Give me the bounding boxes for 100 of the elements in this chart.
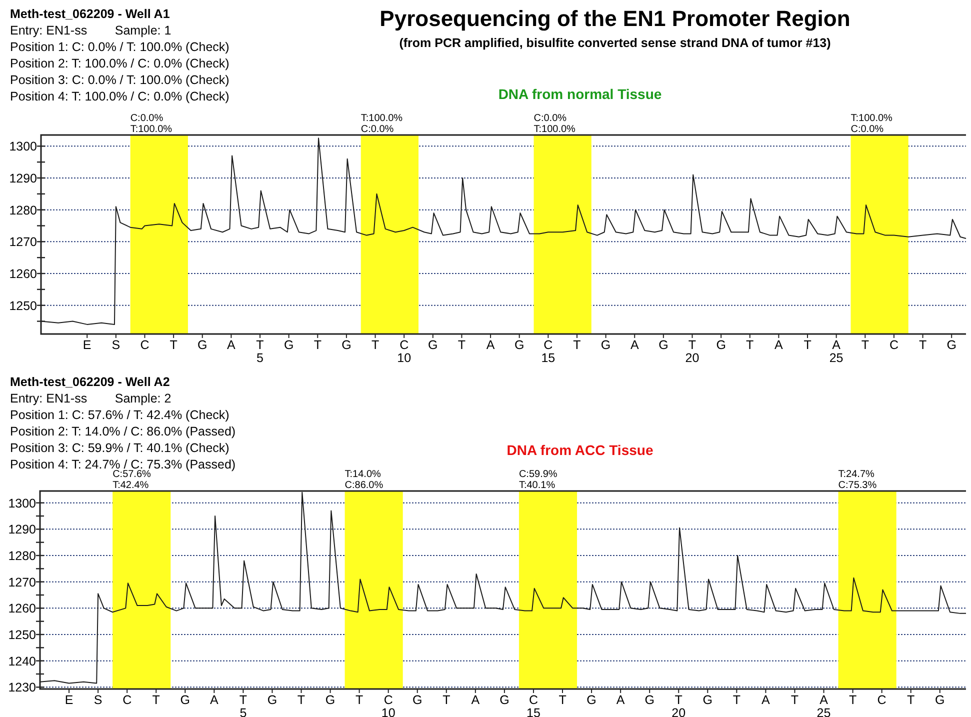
text: G [658,338,668,352]
text: Meth-test_062209 - Well A2 [10,375,170,389]
text: T [256,338,264,352]
text: G [284,338,294,352]
band-label: C:59.9% T:40.1% [518,469,558,491]
text: T [458,338,466,352]
text: S [112,338,120,352]
text: A [832,338,842,352]
text: T [442,693,451,707]
x-tick-label: 15 [541,351,556,365]
text: Entry: EN1-ss Sample: 2 [10,392,172,406]
text: E [82,338,92,352]
text: T [861,338,870,352]
text: A [471,693,480,707]
band-label: C:57.6% T:42.4% [112,469,152,491]
text: G [600,338,611,352]
text: G [586,693,596,707]
text: G [428,338,438,352]
text: A [210,693,219,707]
text: C [877,693,886,707]
y-tick-label: 1270 [8,575,36,590]
text: T [371,338,380,352]
text: Position 3: C: 59.9% / T: 40.1% (Check) [10,441,230,455]
text: G [716,338,726,352]
text: Position 4: T: 100.0% / C: 0.0% (Check) [10,90,230,104]
text: G [412,693,422,707]
text: T [804,338,812,352]
text: G [702,693,713,707]
y-tick-label: 1250 [8,628,36,642]
text: G [946,338,956,352]
text: T [732,693,741,707]
text: C [889,338,898,352]
y-tick-label: 1280 [8,549,36,564]
text: Position 1: C: 57.6% / T: 42.4% (Check) [10,408,230,422]
text: A [616,693,626,707]
band-label: T:100.0% C:0.0% [360,113,403,135]
y-tick-label: 1290 [8,522,36,537]
text: G [935,693,945,707]
text: C [400,338,409,352]
text: DNA from normal Tissue [498,86,662,102]
text: T [573,338,582,352]
x-tick-label: 25 [829,351,844,365]
text: T [297,693,306,707]
text: Position 2: T: 100.0% / C: 0.0% (Check) [10,56,230,70]
text: A [762,693,771,707]
text: G [325,693,336,707]
text: E [64,693,74,707]
text: Position 1: C: 0.0% / T: 100.0% (Check) [10,40,230,54]
text: Entry: EN1-ss Sample: 1 [10,24,172,38]
text: A [630,338,640,352]
text: T [848,693,857,707]
text: A [820,693,829,707]
text: A [486,338,496,352]
band-label: C:0.0% T:100.0% [130,113,172,135]
text: C [384,693,393,707]
y-tick-label: 1240 [8,654,36,668]
x-tick-label: 15 [526,706,540,717]
x-tick-label: 10 [381,706,396,717]
x-tick-label: 20 [685,351,700,365]
text: G [267,693,278,707]
chart-title: Pyrosequencing of the EN1 Promoter Region [380,6,850,31]
text: C [544,338,553,352]
y-tick-label: 1290 [9,171,38,186]
band-label: T:100.0% C:0.0% [850,113,893,135]
chart-subtitle: (from PCR amplified, bisulfite converted sense strand DNA of tumor #13) [399,36,831,50]
text: S [94,693,102,707]
text: T [152,693,160,707]
text: G [514,338,524,352]
text: G [180,693,190,707]
text: Position 4: T: 24.7% / C: 75.3% (Passed) [10,458,236,472]
x-tick-label: 20 [672,706,686,717]
text: T [314,338,322,352]
text: A [774,338,784,352]
band-label: T:14.0% C:86.0% [344,469,384,491]
text: Position 3: C: 0.0% / T: 100.0% (Check) [10,73,230,87]
text: T [918,338,927,352]
text: C [528,693,538,707]
y-tick-label: 1250 [9,298,38,313]
x-tick-label: 5 [240,706,247,717]
x-tick-label: 25 [816,706,831,717]
text: T [790,693,799,707]
text: T [688,338,696,352]
text: T [746,338,754,352]
y-tick-label: 1270 [9,235,38,250]
text: DNA from ACC Tissue [506,442,654,458]
text: C [140,338,150,352]
x-tick-label: 5 [256,351,264,365]
text: C [122,693,132,707]
x-tick-label: 10 [397,351,412,365]
y-tick-label: 1300 [9,140,38,154]
y-tick-label: 1280 [9,203,38,218]
text: G [644,693,654,707]
band-label: T:24.7% C:75.3% [838,469,877,491]
text: T [674,693,683,707]
text: T [355,693,364,707]
text: G [500,693,510,707]
text: G [198,338,208,352]
y-tick-label: 1230 [8,680,36,695]
text: G [342,338,352,352]
y-tick-label: 1300 [8,496,36,510]
